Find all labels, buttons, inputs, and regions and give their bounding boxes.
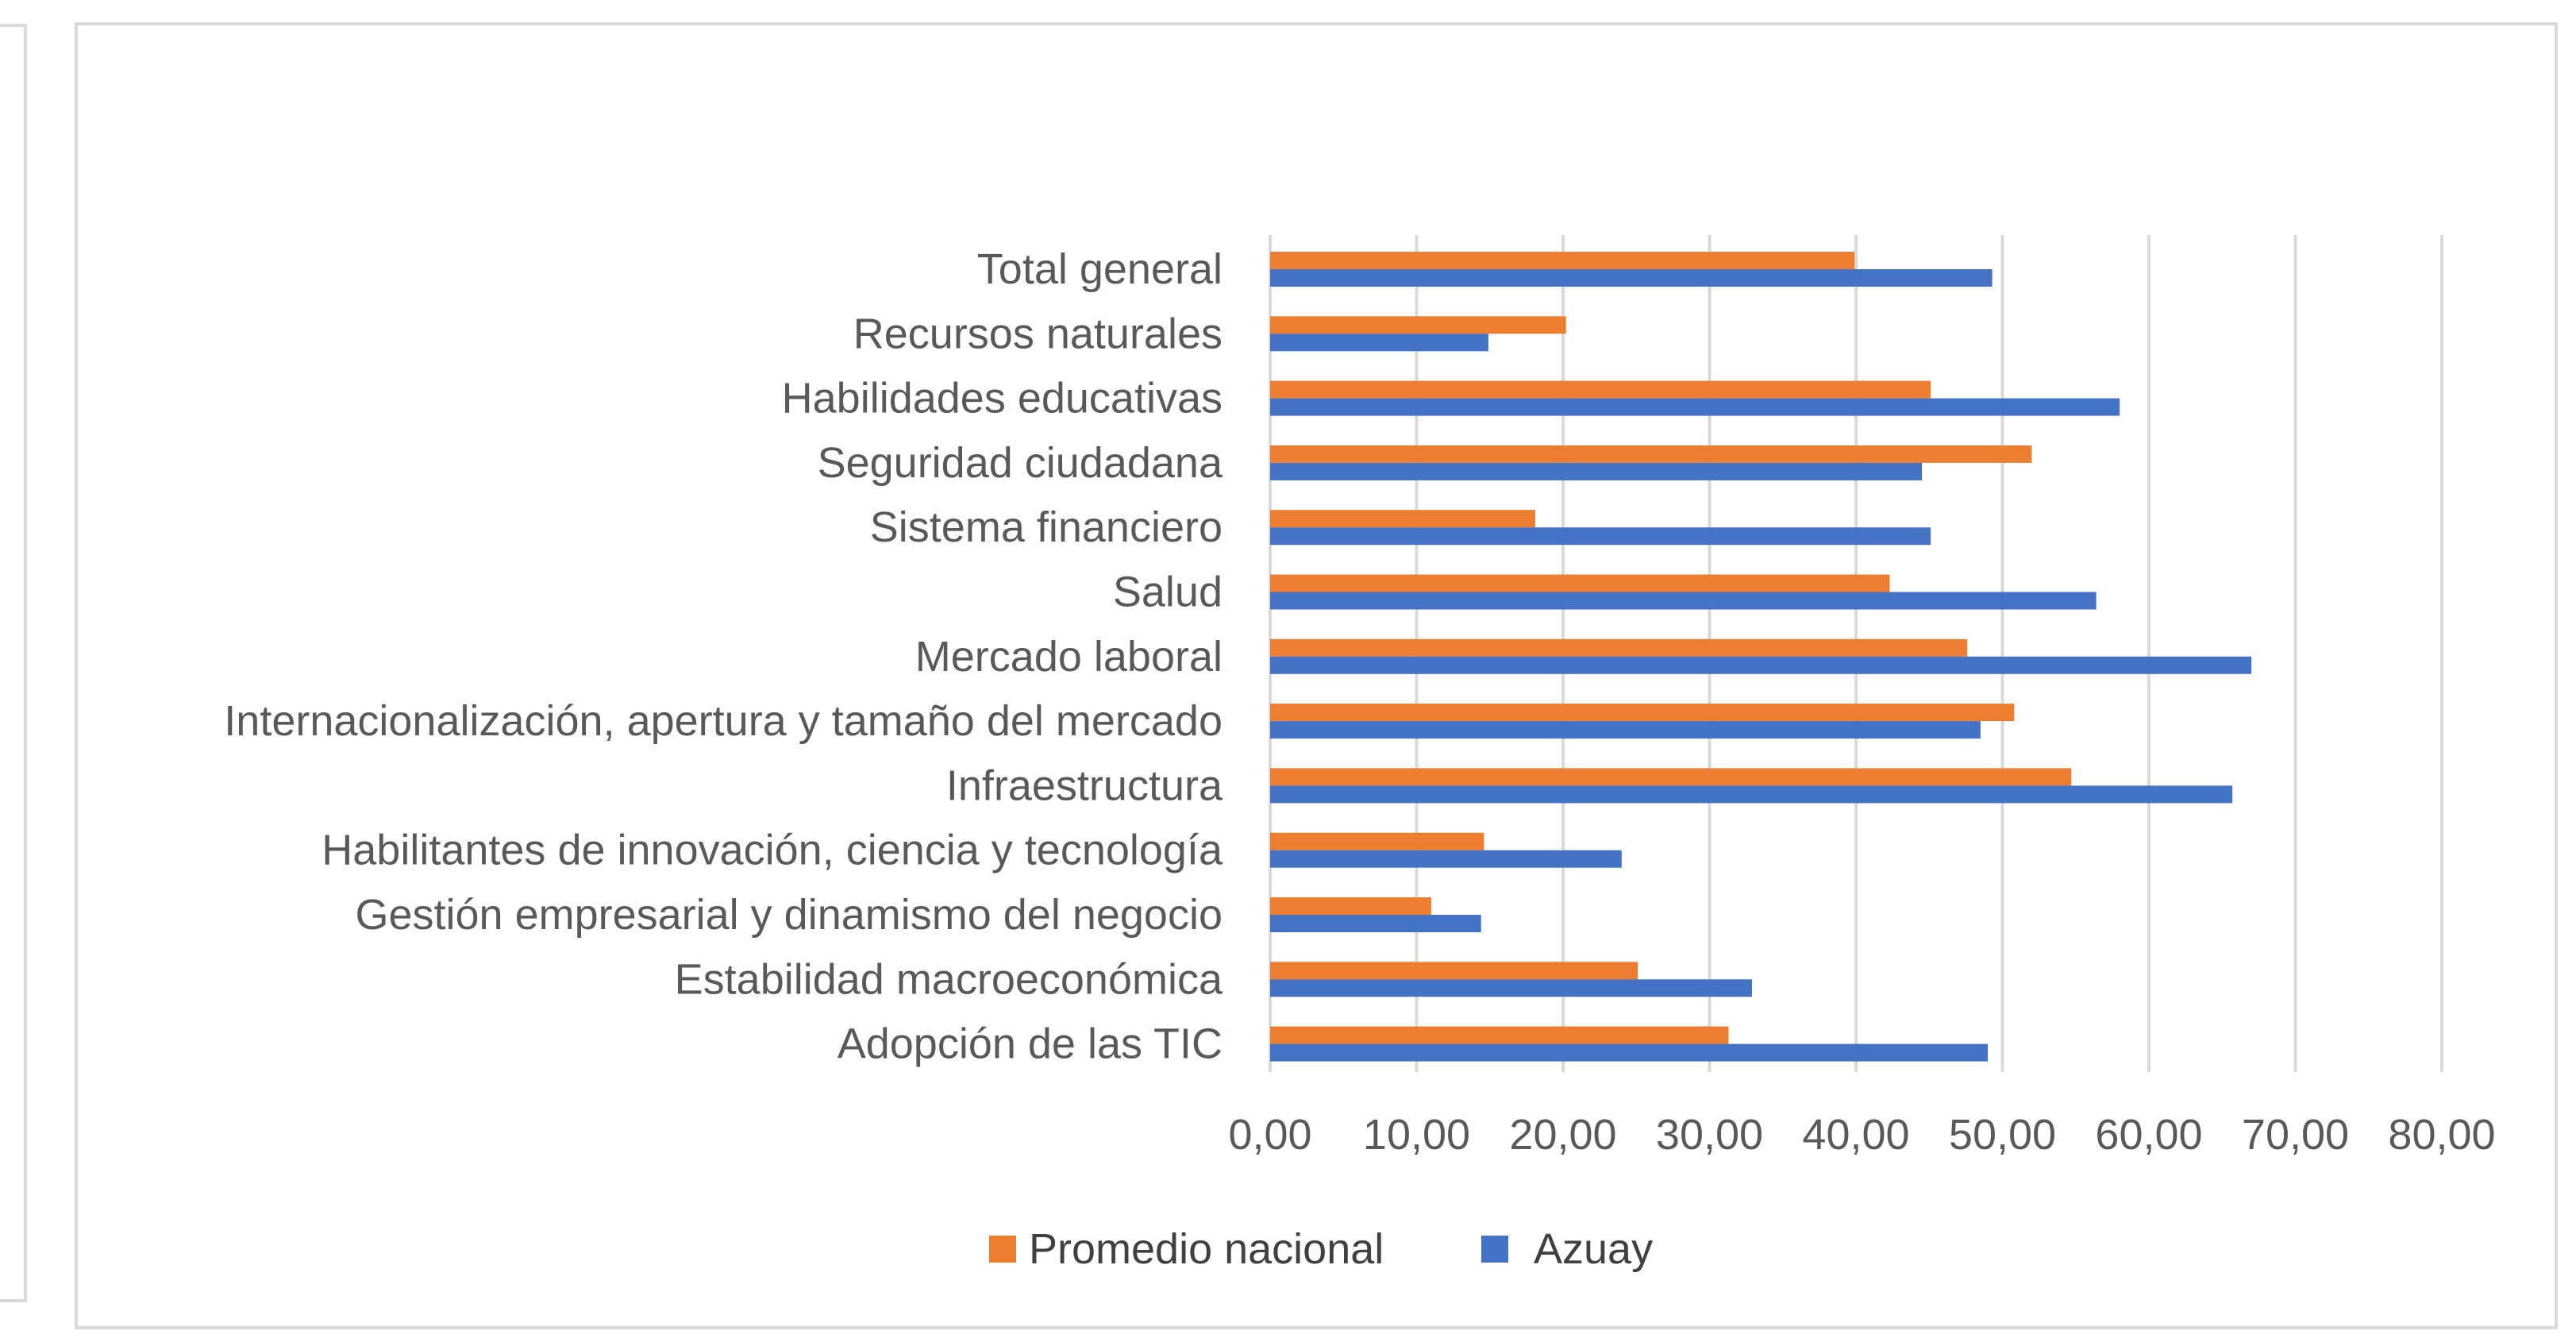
category-label: Estabilidad macroeconómica bbox=[675, 955, 1223, 1003]
x-tick-label: 40,00 bbox=[1802, 1111, 1909, 1159]
bar-azuay bbox=[1270, 269, 1993, 287]
bar-promedio-nacional bbox=[1270, 316, 1566, 334]
bar-promedio-nacional bbox=[1270, 832, 1484, 850]
bar-promedio-nacional bbox=[1270, 768, 2072, 786]
x-tick-label: 30,00 bbox=[1656, 1111, 1763, 1159]
legend: Promedio nacional Azuay bbox=[989, 1225, 1653, 1273]
bar-promedio-nacional bbox=[1270, 897, 1431, 915]
x-tick-label: 80,00 bbox=[2388, 1111, 2495, 1159]
bar-promedio-nacional bbox=[1270, 574, 1890, 592]
adjacent-panel-frame bbox=[0, 24, 27, 1302]
bar-azuay bbox=[1270, 334, 1488, 352]
legend-label: Promedio nacional bbox=[1029, 1225, 1384, 1273]
x-tick-label: 10,00 bbox=[1363, 1111, 1470, 1159]
category-label: Seguridad ciudadana bbox=[818, 439, 1223, 487]
bar-azuay bbox=[1270, 462, 1923, 480]
category-label: Infraestructura bbox=[946, 762, 1223, 809]
bar-promedio-nacional bbox=[1270, 380, 1931, 399]
bar-azuay bbox=[1270, 592, 2097, 610]
x-tick-label: 0,00 bbox=[1228, 1111, 1311, 1159]
bar-azuay bbox=[1270, 527, 1931, 546]
category-labels: Total general Recursos naturales Habilidad… bbox=[224, 245, 1223, 1068]
legend-label: Azuay bbox=[1534, 1225, 1653, 1273]
bar-azuay bbox=[1270, 1043, 1989, 1062]
x-tick-label: 50,00 bbox=[1949, 1111, 2056, 1159]
category-label: Adopción de las TIC bbox=[837, 1020, 1223, 1068]
category-label: Internacionalización, apertura y tamaño … bbox=[224, 697, 1223, 745]
category-label: Salud bbox=[1113, 569, 1223, 616]
category-label: Habilitantes de innovación, ciencia y te… bbox=[322, 827, 1223, 874]
bar-promedio-nacional bbox=[1270, 510, 1535, 528]
bars bbox=[1270, 252, 2252, 1062]
category-label: Sistema financiero bbox=[870, 503, 1223, 551]
legend-swatch bbox=[1481, 1236, 1508, 1263]
bar-azuay bbox=[1270, 850, 1622, 868]
legend-swatch bbox=[989, 1236, 1016, 1263]
category-label: Gestión empresarial y dinamismo del nego… bbox=[355, 891, 1223, 939]
bar-promedio-nacional bbox=[1270, 252, 1855, 269]
x-axis-tick-labels: 0,00 10,00 20,00 30,00 40,00 50,00 60,00 70,00 8… bbox=[1228, 1111, 2495, 1159]
bar-promedio-nacional bbox=[1270, 1026, 1729, 1044]
bar-promedio-nacional bbox=[1270, 704, 2015, 722]
category-label: Total general bbox=[977, 245, 1223, 293]
bar-azuay bbox=[1270, 656, 2252, 674]
x-tick-label: 70,00 bbox=[2242, 1111, 2349, 1159]
category-label: Recursos naturales bbox=[853, 310, 1223, 357]
category-label: Mercado laboral bbox=[915, 633, 1223, 681]
bar-azuay bbox=[1270, 398, 2120, 416]
bar-azuay bbox=[1270, 785, 2233, 804]
x-tick-label: 60,00 bbox=[2095, 1111, 2202, 1159]
bar-azuay bbox=[1270, 721, 1981, 739]
x-tick-label: 20,00 bbox=[1509, 1111, 1616, 1159]
chart-frame bbox=[75, 22, 2558, 1329]
bar-promedio-nacional bbox=[1270, 638, 1968, 657]
bar-azuay bbox=[1270, 915, 1481, 932]
bar-azuay bbox=[1270, 979, 1753, 997]
category-label: Habilidades educativas bbox=[782, 375, 1223, 422]
bar-promedio-nacional bbox=[1270, 962, 1638, 980]
bar-promedio-nacional bbox=[1270, 445, 2032, 463]
